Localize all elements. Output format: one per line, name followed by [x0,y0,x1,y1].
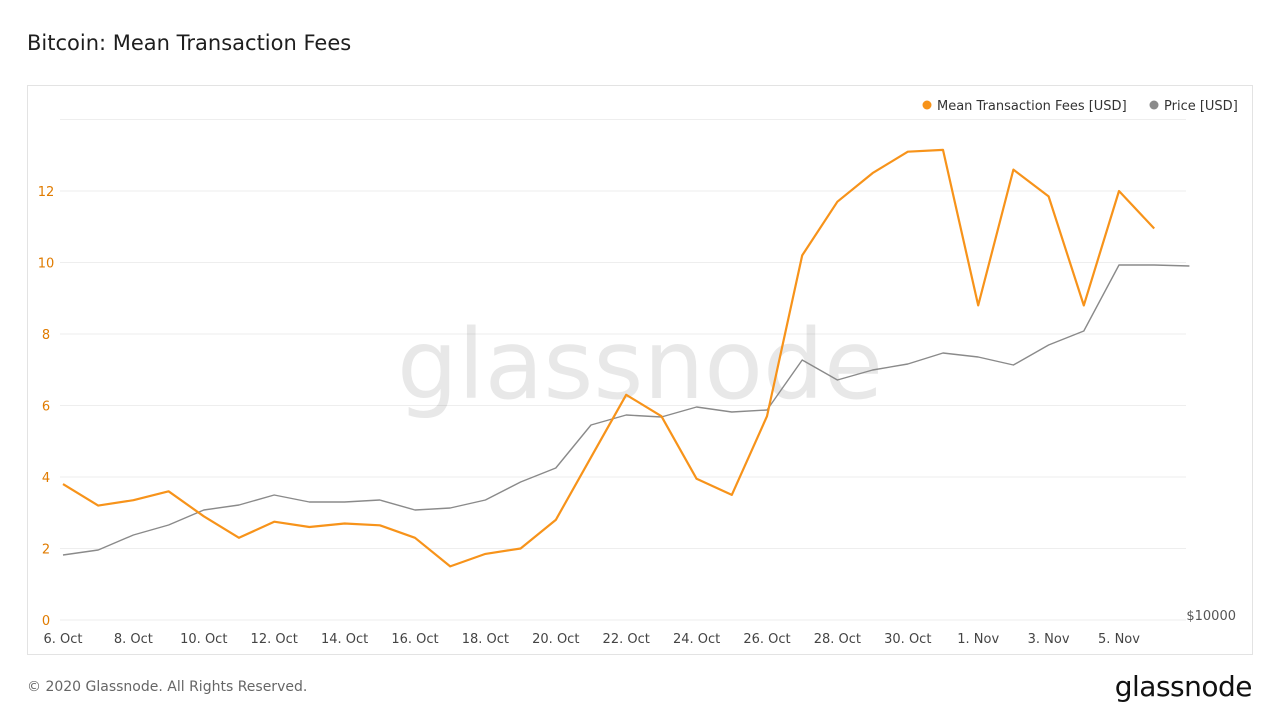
x-tick-label: 16. Oct [391,632,438,647]
series-layer [62,148,1190,568]
fees-series-line[interactable] [62,148,1156,568]
legend-label: Price [USD] [1164,99,1238,114]
x-tick-label: 1. Nov [957,632,999,647]
y-tick-label: 12 [38,185,55,200]
legend-marker [922,100,932,110]
x-tick-label: 30. Oct [884,632,931,647]
x-tick-label: 14. Oct [321,632,368,647]
x-tick-label: 12. Oct [251,632,298,647]
x-tick-label: 5. Nov [1098,632,1140,647]
x-tick-label: 26. Oct [743,632,790,647]
x-tick-label: 8. Oct [114,632,153,647]
x-axis: 6. Oct 8. Oct 10. Oct 12. Oct 14. Oct 16. Oct… [43,632,1140,647]
x-tick-label: 22. Oct [603,632,650,647]
x-tick-label: 3. Nov [1028,632,1070,647]
chart-panel [27,85,1253,655]
y-tick-label: 4 [42,471,50,486]
x-tick-label: 6. Oct [43,632,82,647]
y-tick-label: 10 [38,257,55,272]
y-axis-right-tick: $10000 [1186,609,1236,624]
legend-marker [1149,100,1159,110]
y-tick-label: 2 [42,543,50,558]
y-tick-label: 8 [42,328,50,343]
legend-item-price[interactable]: Price [USD] [1149,99,1238,114]
legend[interactable]: Mean Transaction Fees [USD] Price [USD] [922,99,1238,114]
y-tick-label: 6 [42,400,50,415]
x-tick-label: 28. Oct [814,632,861,647]
grid-lines [60,119,1186,621]
chart-title: Bitcoin: Mean Transaction Fees [27,31,352,55]
y-tick-label: 0 [42,614,50,629]
price-series-line[interactable] [62,264,1190,556]
glassnode-logo: glassnode [1114,670,1253,703]
x-tick-label: 20. Oct [532,632,579,647]
x-tick-label: 24. Oct [673,632,720,647]
legend-label: Mean Transaction Fees [USD] [937,99,1127,114]
copyright-footer: © 2020 Glassnode. All Rights Reserved. [27,679,308,695]
y-axis-left: 0 2 4 6 8 10 12 [38,185,55,629]
x-tick-label: 10. Oct [180,632,227,647]
legend-item-fees[interactable]: Mean Transaction Fees [USD] [922,99,1127,114]
x-tick-label: 18. Oct [462,632,509,647]
